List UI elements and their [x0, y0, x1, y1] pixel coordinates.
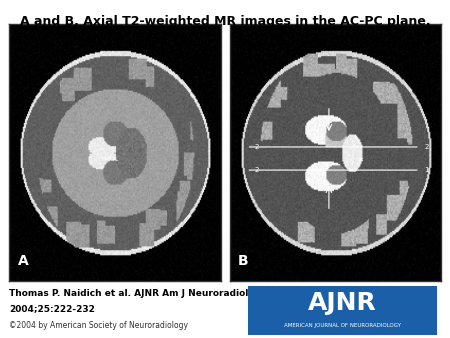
Text: 2: 2 [255, 167, 259, 173]
Text: PMOL: PMOL [102, 157, 119, 162]
Text: Thomas P. Naidich et al. AJNR Am J Neuroradiol: Thomas P. Naidich et al. AJNR Am J Neuro… [9, 289, 248, 298]
Text: 1: 1 [424, 167, 428, 173]
Text: 2: 2 [424, 144, 428, 150]
Text: 2: 2 [255, 144, 259, 150]
Text: 2004;25:222-232: 2004;25:222-232 [9, 304, 95, 313]
Text: AMERICAN JOURNAL OF NEURORADIOLOGY: AMERICAN JOURNAL OF NEURORADIOLOGY [284, 323, 400, 328]
Text: B: B [238, 254, 248, 268]
Text: AJNR: AJNR [308, 291, 376, 315]
Text: A and B, Axial T2-weighted MR images in the AC-PC plane.: A and B, Axial T2-weighted MR images in … [20, 15, 430, 28]
Text: A: A [18, 254, 28, 268]
Text: *: * [358, 158, 364, 167]
Text: ©2004 by American Society of Neuroradiology: ©2004 by American Society of Neuroradiol… [9, 320, 188, 330]
